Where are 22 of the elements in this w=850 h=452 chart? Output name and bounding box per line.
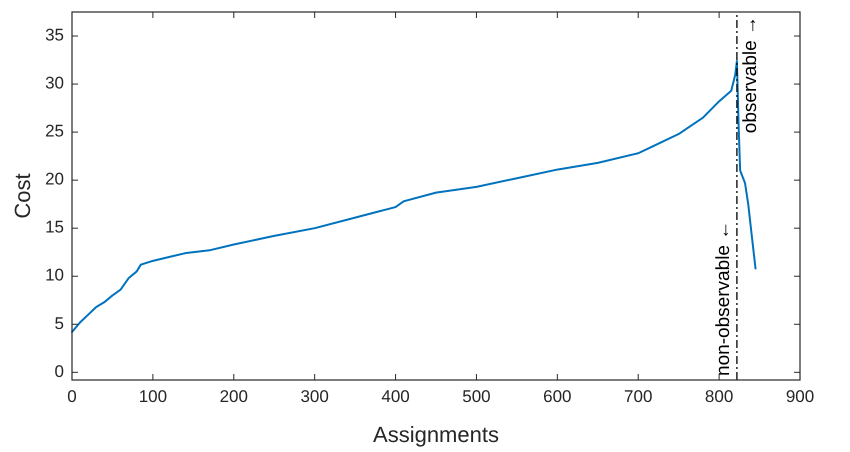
x-axis-title: Assignments xyxy=(373,422,499,447)
x-tick-label: 700 xyxy=(624,387,652,406)
y-tick-label: 15 xyxy=(45,218,64,237)
y-tick-label: 30 xyxy=(45,74,64,93)
y-tick-label: 35 xyxy=(45,26,64,45)
y-tick-label: 25 xyxy=(45,122,64,141)
x-tick-label: 600 xyxy=(543,387,572,406)
x-tick-label: 100 xyxy=(138,387,168,406)
x-tick-label: 300 xyxy=(300,387,329,406)
x-tick-label: 200 xyxy=(220,387,248,406)
y-axis-title: Cost xyxy=(10,173,35,219)
x-tick-label: 0 xyxy=(67,387,77,406)
x-tick-label: 800 xyxy=(704,387,734,406)
annotation: non-observable ← xyxy=(712,220,734,376)
x-tick-label: 500 xyxy=(462,387,491,406)
annotation: observable → xyxy=(740,16,761,134)
y-tick-label: 20 xyxy=(45,170,64,189)
x-tick-label: 400 xyxy=(381,387,410,406)
x-tick-label: 900 xyxy=(786,387,814,406)
y-tick-label: 10 xyxy=(45,266,64,285)
y-tick-label: 0 xyxy=(54,362,64,381)
y-tick-label: 5 xyxy=(54,314,64,333)
